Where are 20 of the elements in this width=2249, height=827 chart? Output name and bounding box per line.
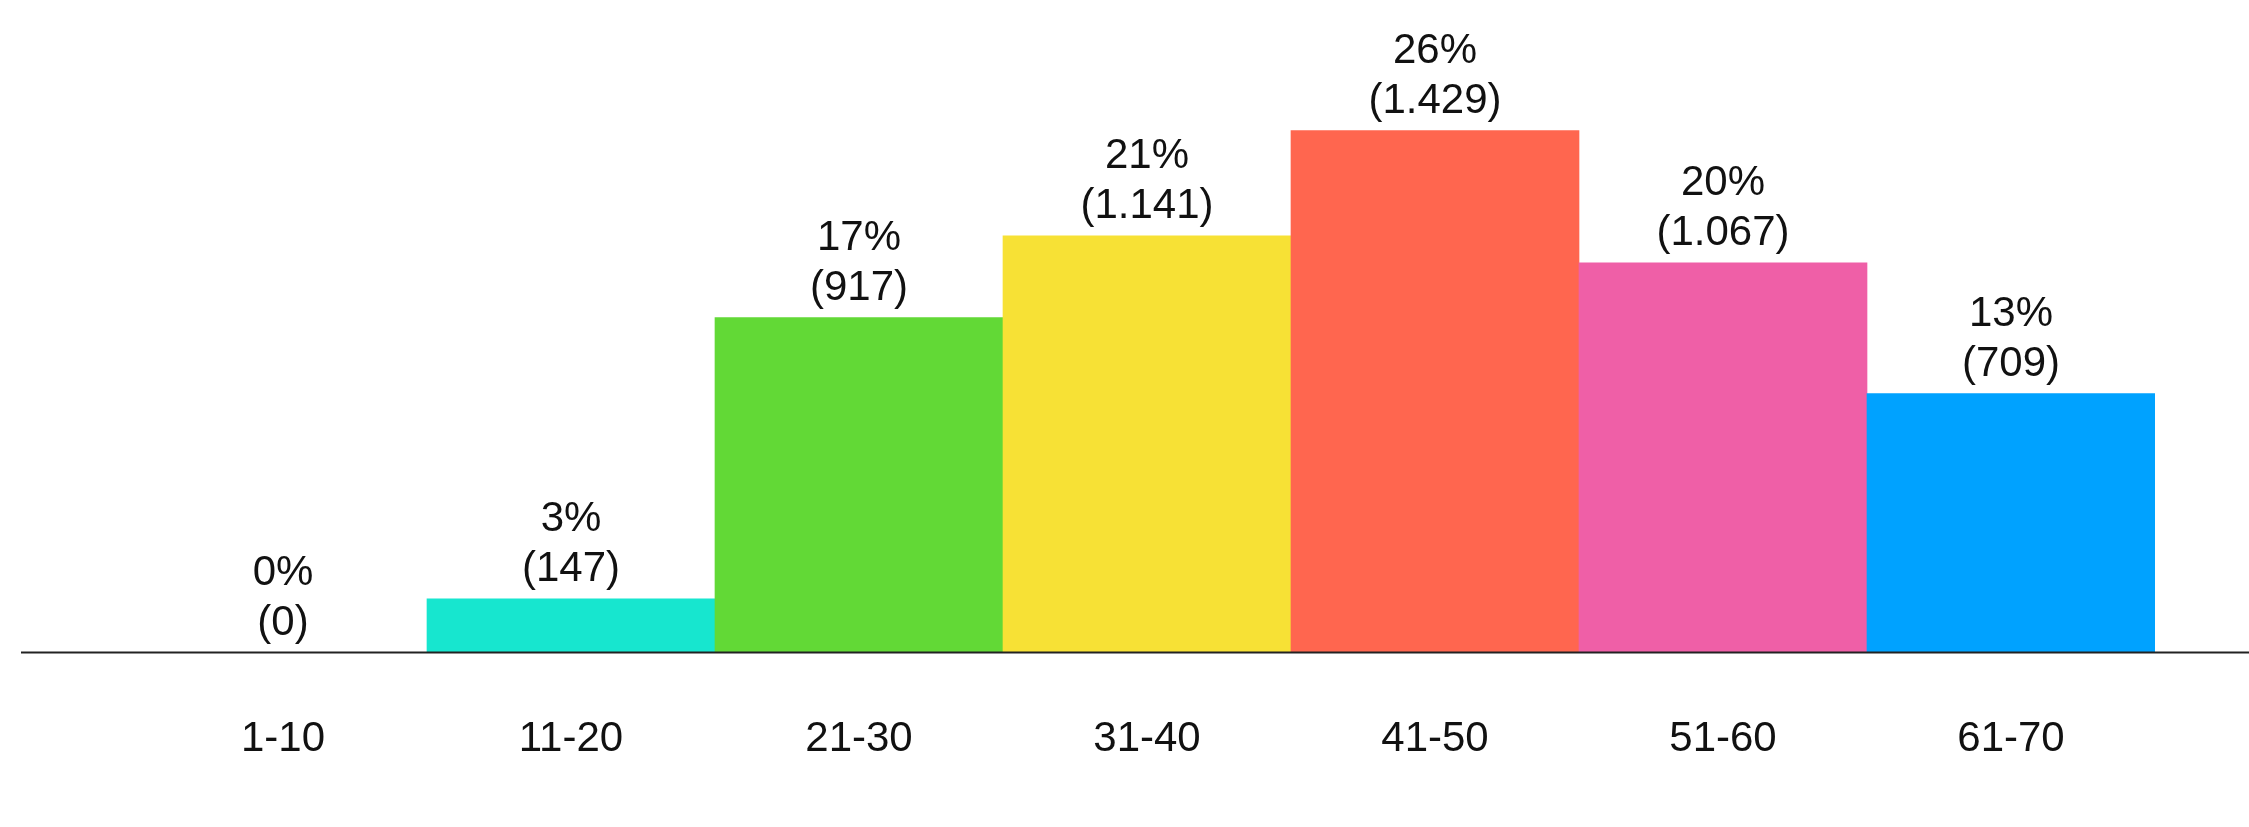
x-tick-label: 21-30	[805, 713, 913, 761]
data-label: 13% (709)	[1961, 287, 2061, 385]
bar	[1290, 130, 1580, 653]
data-label: 17% (917)	[809, 211, 909, 309]
x-tick-label: 51-60	[1669, 713, 1777, 761]
data-label: 3% (147)	[521, 492, 621, 590]
bar	[714, 317, 1004, 653]
data-label: 0% (0)	[252, 546, 314, 644]
x-tick-label: 31-40	[1093, 713, 1201, 761]
data-label: 20% (1.067)	[1656, 156, 1790, 254]
x-tick-label: 1-10	[240, 713, 326, 761]
bar	[1866, 393, 2155, 653]
bar	[1578, 262, 1868, 653]
x-tick-label: 41-50	[1381, 713, 1489, 761]
data-label: 26% (1.429)	[1368, 24, 1502, 122]
x-tick-label: 11-20	[518, 713, 624, 761]
x-tick-label: 61-70	[1957, 713, 2065, 761]
data-label: 21% (1.141)	[1080, 129, 1214, 227]
bar	[1002, 235, 1292, 653]
bar	[426, 598, 716, 653]
